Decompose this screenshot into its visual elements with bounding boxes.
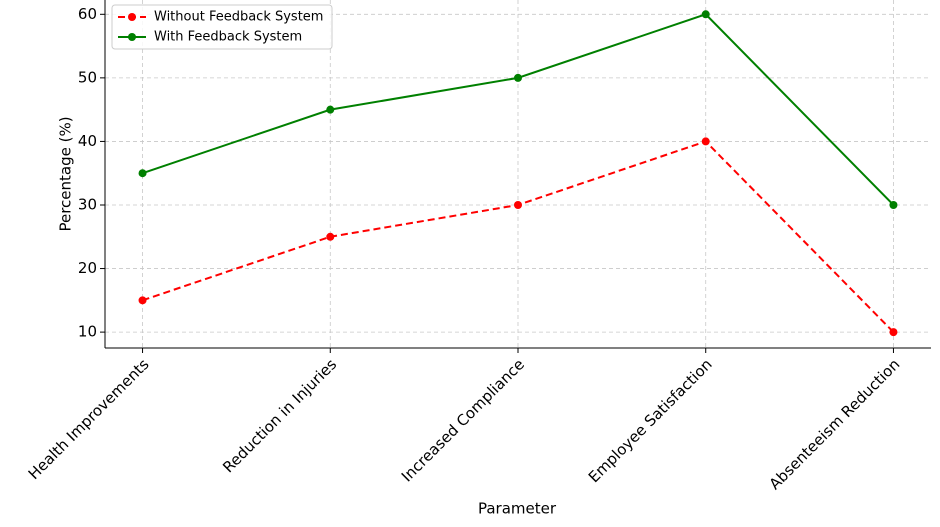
data-point xyxy=(889,200,898,209)
data-point xyxy=(514,200,522,209)
y-tick-label: 40 xyxy=(78,132,97,150)
legend-box xyxy=(111,4,333,50)
data-point xyxy=(701,10,710,19)
legend-label: Without Feedback System xyxy=(154,10,323,25)
data-point xyxy=(326,232,335,241)
y-tick-label: 50 xyxy=(78,68,97,86)
x-axis-title: Parameter xyxy=(478,500,557,518)
legend-marker xyxy=(128,33,136,41)
y-tick-label: 60 xyxy=(78,5,97,23)
data-point xyxy=(138,169,147,178)
data-point xyxy=(514,73,522,82)
x-tick-label: Absenteeism Reduction xyxy=(766,355,904,493)
x-tick-label: Health Improvements xyxy=(25,355,153,483)
y-tick-label: 30 xyxy=(78,195,97,213)
y-axis-title: Percentage (%) xyxy=(57,116,75,231)
data-point xyxy=(326,105,335,114)
x-tick-label: Reduction in Injuries xyxy=(219,355,340,476)
legend-label: With Feedback System xyxy=(154,30,302,45)
x-tick-label: Increased Compliance xyxy=(398,355,528,485)
legend-marker xyxy=(128,13,136,21)
y-tick-label: 20 xyxy=(78,259,97,277)
data-point xyxy=(701,137,710,146)
data-point xyxy=(889,328,898,337)
x-tick-label: Employee Satisfaction xyxy=(585,355,716,486)
data-point xyxy=(138,296,147,305)
y-tick-label: 10 xyxy=(78,323,97,341)
